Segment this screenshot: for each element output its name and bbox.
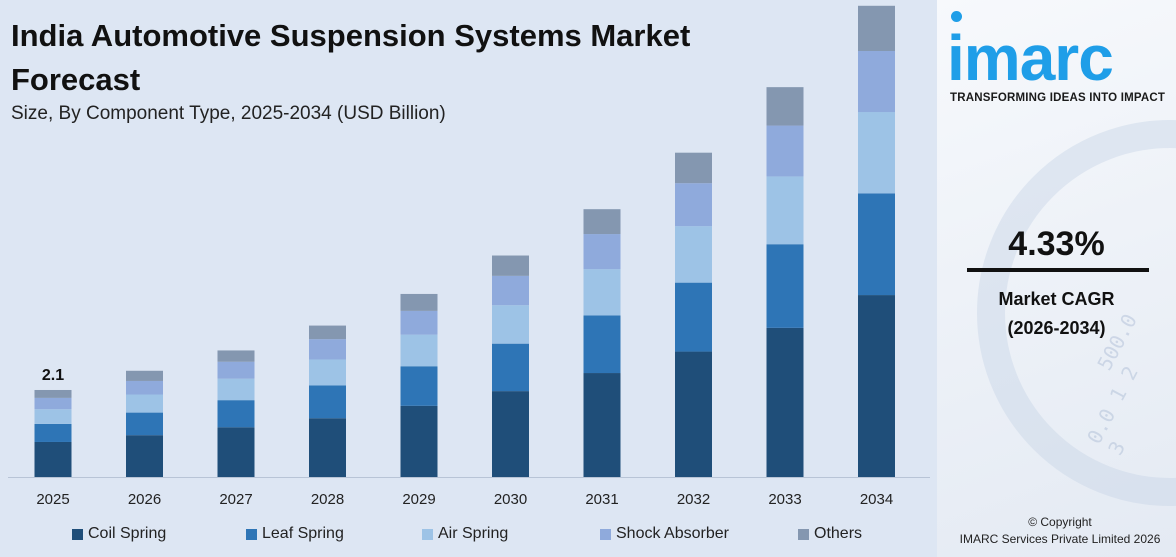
x-tick-label: 2025	[36, 491, 69, 508]
chart-subtitle: Size, By Component Type, 2025-2034 (USD …	[11, 103, 446, 124]
bar-segment-coil-spring	[400, 405, 438, 477]
cagr-label-line1: Market CAGR	[998, 289, 1115, 309]
bar-segment-leaf-spring	[675, 282, 712, 352]
bar-segment-air-spring	[492, 305, 529, 344]
legend-label: Leaf Spring	[262, 525, 344, 542]
bar-segment-leaf-spring	[126, 412, 163, 436]
bar-segment-others	[34, 389, 72, 398]
logo-tagline: TRANSFORMING IDEAS INTO IMPACT	[950, 92, 1166, 104]
legend-label: Coil Spring	[88, 525, 167, 542]
copyright-line1: © Copyright	[1028, 515, 1092, 529]
bar-segment-coil-spring	[858, 295, 895, 477]
bar-segment-coil-spring	[34, 441, 72, 477]
bar-segment-shock-absorber	[126, 380, 163, 395]
copyright-line2: IMARC Services Private Limited 2026	[959, 532, 1161, 546]
chart-legend: Coil Spring Leaf Spring Air Spring Shock Ab…	[72, 525, 932, 547]
legend-item: Coil Spring	[72, 525, 166, 543]
bar-segment-others	[400, 293, 438, 311]
copyright-notice: © Copyright IMARC Services Private Limit…	[937, 514, 1176, 548]
bar-segment-air-spring	[309, 359, 346, 386]
legend-swatch	[246, 528, 257, 540]
x-tick-label: 2028	[311, 491, 344, 508]
bar-segment-shock-absorber	[492, 275, 529, 306]
logo-wordmark: imarc	[947, 22, 1114, 94]
bar-segment-air-spring	[34, 409, 72, 424]
legend-label: Shock Absorber	[616, 525, 729, 542]
bar-segment-leaf-spring	[400, 366, 438, 406]
bar-segment-air-spring	[583, 269, 621, 316]
x-tick-label: 2033	[768, 491, 801, 508]
bar-segment-shock-absorber	[766, 125, 804, 177]
bar-segment-others	[583, 209, 621, 235]
bar-segment-shock-absorber	[400, 310, 438, 335]
legend-item: Shock Absorber	[600, 525, 729, 543]
bar-segment-shock-absorber	[217, 361, 255, 379]
x-tick-label: 2030	[494, 491, 527, 508]
bar-segment-air-spring	[858, 112, 895, 194]
legend-label: Others	[814, 525, 863, 542]
bar-segment-shock-absorber	[858, 50, 895, 113]
bar-segment-air-spring	[675, 226, 712, 283]
bar-segment-coil-spring	[217, 427, 255, 477]
bar-segment-leaf-spring	[34, 423, 72, 442]
x-tick-label: 2029	[402, 491, 435, 508]
bar-segment-air-spring	[217, 378, 255, 401]
legend-swatch	[72, 528, 83, 540]
legend-swatch	[422, 528, 433, 540]
bar-segment-leaf-spring	[583, 315, 621, 374]
bar-segment-air-spring	[766, 176, 804, 245]
bar-segment-leaf-spring	[309, 385, 346, 419]
x-tick-label: 2031	[585, 491, 618, 508]
bar-segment-others	[217, 350, 255, 362]
bar-segment-coil-spring	[675, 351, 712, 477]
legend-item: Others	[798, 525, 862, 543]
bar-segment-shock-absorber	[34, 397, 72, 410]
bar-segment-coil-spring	[766, 327, 804, 477]
bar-segment-shock-absorber	[309, 339, 346, 360]
cagr-divider	[967, 268, 1149, 272]
sidebar: 500.0 0.0 1 2 3 imarc TRANSFORMING IDEAS…	[937, 0, 1176, 557]
chart-panel: India Automotive Suspension Systems Mark…	[0, 0, 937, 557]
bar-segment-others	[858, 5, 895, 51]
bar-segment-shock-absorber	[675, 183, 712, 227]
x-tick-label: 2032	[677, 491, 710, 508]
bar-segment-leaf-spring	[858, 193, 895, 296]
bar-segment-others	[766, 87, 804, 126]
legend-label: Air Spring	[438, 525, 509, 542]
x-tick-label: 2034	[860, 491, 893, 508]
bar-total-label: 2.1	[42, 367, 64, 384]
bar-segment-shock-absorber	[583, 234, 621, 270]
bar-segment-others	[126, 370, 163, 381]
legend-item: Air Spring	[422, 525, 508, 543]
bar-segment-air-spring	[400, 334, 438, 367]
stacked-bar-chart: 2025 2.1 2026 2027 2028 2029 2030 2031 2032 2033 2…	[8, 5, 930, 508]
bar-segment-others	[309, 325, 346, 340]
legend-item: Leaf Spring	[246, 525, 344, 543]
bar-segment-coil-spring	[126, 435, 163, 477]
cagr-label-line2: (2026-2034)	[1007, 318, 1106, 338]
bar-segment-coil-spring	[492, 391, 529, 477]
bar-segment-leaf-spring	[492, 343, 529, 392]
legend-swatch	[798, 528, 809, 540]
bar-segment-coil-spring	[583, 373, 621, 477]
chart-title: India Automotive Suspension Systems Mark…	[11, 18, 691, 97]
bar-segment-others	[675, 152, 712, 184]
cagr-value: 4.33%	[1008, 225, 1105, 263]
bar-segment-leaf-spring	[217, 400, 255, 428]
logo-dot-icon	[951, 11, 962, 22]
legend-swatch	[600, 528, 611, 540]
bar-segment-air-spring	[126, 394, 163, 413]
bar-segment-others	[492, 255, 529, 276]
bar-segment-leaf-spring	[766, 244, 804, 328]
x-tick-label: 2026	[128, 491, 161, 508]
bar-segment-coil-spring	[309, 418, 346, 477]
x-tick-label: 2027	[219, 491, 252, 508]
cagr-label: Market CAGR (2026-2034)	[937, 285, 1176, 343]
